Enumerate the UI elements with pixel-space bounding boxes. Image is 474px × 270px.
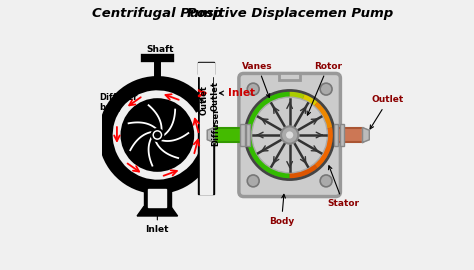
- Circle shape: [245, 90, 334, 180]
- Wedge shape: [290, 92, 304, 135]
- Bar: [246, 124, 250, 146]
- Polygon shape: [207, 128, 214, 143]
- Bar: [211, 76, 214, 138]
- Text: Shaft: Shaft: [146, 45, 174, 74]
- Text: Positive Displacemen Pump: Positive Displacemen Pump: [187, 7, 393, 20]
- Text: Stator: Stator: [328, 166, 359, 208]
- Text: Inlet: Inlet: [219, 88, 255, 98]
- Text: Rotor: Rotor: [307, 62, 342, 115]
- Wedge shape: [246, 92, 290, 178]
- Polygon shape: [137, 207, 178, 216]
- Polygon shape: [199, 62, 213, 124]
- Text: Inlet: Inlet: [146, 211, 169, 234]
- Text: Diffuser
body: Diffuser body: [99, 93, 137, 115]
- Bar: [198, 76, 201, 124]
- Circle shape: [320, 83, 332, 95]
- Circle shape: [151, 129, 163, 141]
- Text: Outlet: Outlet: [210, 81, 219, 111]
- Text: Centrifugal Pump: Centrifugal Pump: [92, 7, 222, 20]
- Polygon shape: [363, 128, 369, 143]
- Bar: [340, 124, 344, 146]
- Polygon shape: [199, 124, 213, 194]
- Circle shape: [285, 131, 294, 139]
- Bar: [336, 128, 363, 143]
- Text: Outlet: Outlet: [370, 95, 404, 129]
- Circle shape: [124, 101, 191, 169]
- Circle shape: [281, 126, 298, 144]
- Polygon shape: [144, 189, 171, 207]
- Wedge shape: [290, 127, 333, 168]
- Wedge shape: [290, 94, 318, 135]
- Text: Body: Body: [269, 194, 294, 226]
- Bar: [214, 128, 244, 143]
- Bar: [279, 73, 301, 80]
- Polygon shape: [148, 189, 166, 207]
- Polygon shape: [201, 124, 211, 194]
- Bar: [335, 124, 338, 146]
- Circle shape: [247, 83, 259, 95]
- Text: Diffuser: Diffuser: [211, 107, 220, 146]
- Polygon shape: [201, 76, 211, 124]
- Circle shape: [155, 132, 160, 138]
- Circle shape: [252, 97, 328, 173]
- Wedge shape: [290, 102, 332, 135]
- Text: Vanes: Vanes: [242, 62, 273, 97]
- Circle shape: [247, 175, 259, 187]
- Wedge shape: [290, 135, 318, 178]
- Polygon shape: [199, 63, 213, 76]
- Circle shape: [320, 175, 332, 187]
- Text: Outlet: Outlet: [200, 85, 209, 115]
- FancyBboxPatch shape: [239, 73, 340, 197]
- Bar: [240, 124, 245, 146]
